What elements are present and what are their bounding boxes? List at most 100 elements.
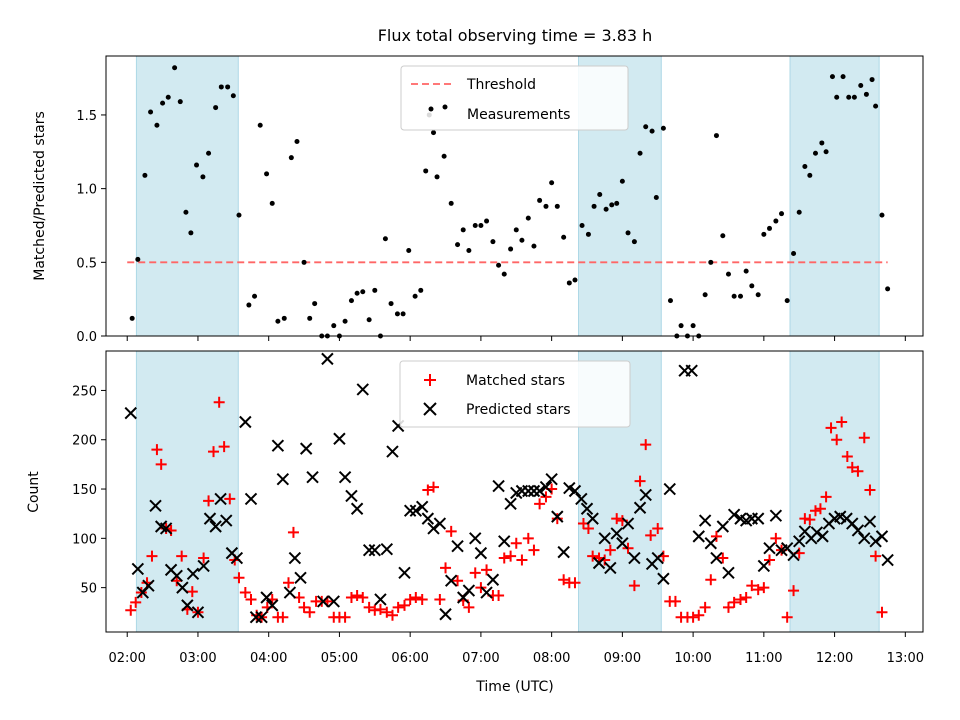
measurement-point [631, 239, 637, 245]
measurement-point [508, 246, 514, 252]
predicted-star-point [316, 595, 330, 608]
matched-star-point [841, 450, 853, 462]
matched-star-point [735, 593, 747, 605]
matched-star-point [304, 606, 316, 618]
predicted-star-point [176, 581, 189, 594]
measurement-point [501, 271, 507, 277]
predicted-star-point [249, 611, 263, 624]
measurement-point [360, 289, 366, 295]
bottom-panel: 50 100 150 200 250 02:00 03:00 04:00 05:00 06:00… [26, 350, 924, 695]
measurement-point [597, 192, 603, 198]
y-tick-label: 200 [72, 434, 97, 449]
measurement-point [252, 293, 258, 299]
predicted-star-point [504, 497, 517, 511]
matched-star-point [452, 575, 464, 587]
predicted-star-point [787, 548, 800, 562]
matched-star-point [699, 601, 711, 613]
matched-star-point [652, 522, 664, 534]
legend-measurements-label: Measurements [467, 107, 570, 123]
y-tick-label: 0.5 [76, 256, 97, 271]
predicted-star-point [255, 611, 268, 624]
matched-star-point [463, 601, 475, 613]
matched-star-point [522, 532, 534, 544]
measurement-point [129, 315, 135, 321]
measurement-point [478, 222, 484, 228]
matched-star-point [831, 434, 843, 446]
measurement-point [496, 262, 502, 268]
predicted-star-point [492, 479, 505, 493]
predicted-star-point [486, 573, 500, 586]
matched-star-point [814, 503, 826, 515]
measurement-point [591, 203, 597, 209]
predicted-star-point [628, 551, 641, 565]
measurement-point [484, 218, 490, 224]
predicted-star-point [580, 502, 594, 515]
matched-star-point [277, 611, 289, 623]
predicted-star-point [356, 383, 369, 396]
matched-star-point [125, 604, 137, 616]
matched-star-point [804, 514, 816, 526]
predicted-star-point [327, 595, 340, 608]
matched-star-point [233, 572, 245, 584]
measurement-point [394, 311, 400, 317]
measurement-point [846, 94, 852, 100]
measurement-point [713, 133, 719, 139]
measurement-point [448, 200, 454, 206]
measurement-point [619, 178, 625, 184]
legend-matched-swatch [424, 374, 436, 386]
predicted-star-point [810, 526, 824, 539]
y-tick-label: 1.0 [76, 183, 97, 198]
predicted-star-point [368, 543, 382, 557]
predicted-star-point [288, 551, 302, 565]
predicted-star-point [124, 406, 137, 420]
measurement-point [331, 323, 337, 329]
predicted-star-point [350, 502, 364, 515]
predicted-star-point [409, 504, 423, 517]
legend-measurements-swatch [428, 106, 434, 112]
predicted-star-point [462, 584, 476, 597]
measurement-point [755, 292, 761, 298]
measurement-point [549, 180, 555, 186]
predicted-star-point [757, 559, 771, 573]
predicted-star-point [858, 532, 871, 545]
predicted-star-point [616, 537, 629, 550]
predicted-star-point [793, 535, 806, 548]
x-tick-label: 12:00 [816, 651, 853, 666]
measurement-point [460, 227, 466, 233]
legend-predicted-swatch [423, 402, 437, 416]
matched-star-point [155, 458, 167, 470]
matched-star-point [825, 422, 837, 434]
legend-measurements-swatch [442, 104, 448, 110]
measurement-point [812, 150, 818, 156]
predicted-star-point [181, 599, 194, 612]
matched-star-point [746, 580, 758, 592]
measurement-point [779, 211, 785, 217]
legend-matched-label: Matched stars [466, 373, 565, 389]
matched-star-point [481, 564, 493, 576]
measurement-point [213, 105, 219, 111]
matched-star-point [687, 611, 699, 623]
measurement-point [609, 202, 615, 208]
matched-star-point [858, 432, 870, 444]
measurement-point [767, 225, 773, 231]
measurement-point [312, 301, 318, 307]
measurement-point [840, 74, 846, 80]
predicted-star-point [220, 514, 233, 527]
measurement-point [472, 222, 478, 228]
y-tick-label: 250 [72, 384, 97, 399]
matched-star-point [876, 606, 888, 618]
predicted-star-point [209, 520, 222, 533]
predicted-star-point [763, 541, 776, 555]
x-tick-label: 04:00 [250, 651, 287, 666]
matched-star-point [357, 591, 369, 603]
predicted-star-point [421, 512, 435, 525]
measurement-point [431, 130, 437, 136]
predicted-star-point [197, 559, 210, 573]
matched-star-point [130, 596, 142, 608]
matched-star-point [611, 513, 623, 525]
matched-star-point [469, 567, 481, 579]
measurement-point [342, 318, 348, 324]
predicted-star-point [203, 512, 217, 525]
matched-star-point [728, 596, 740, 608]
predicted-star-point [716, 520, 730, 533]
